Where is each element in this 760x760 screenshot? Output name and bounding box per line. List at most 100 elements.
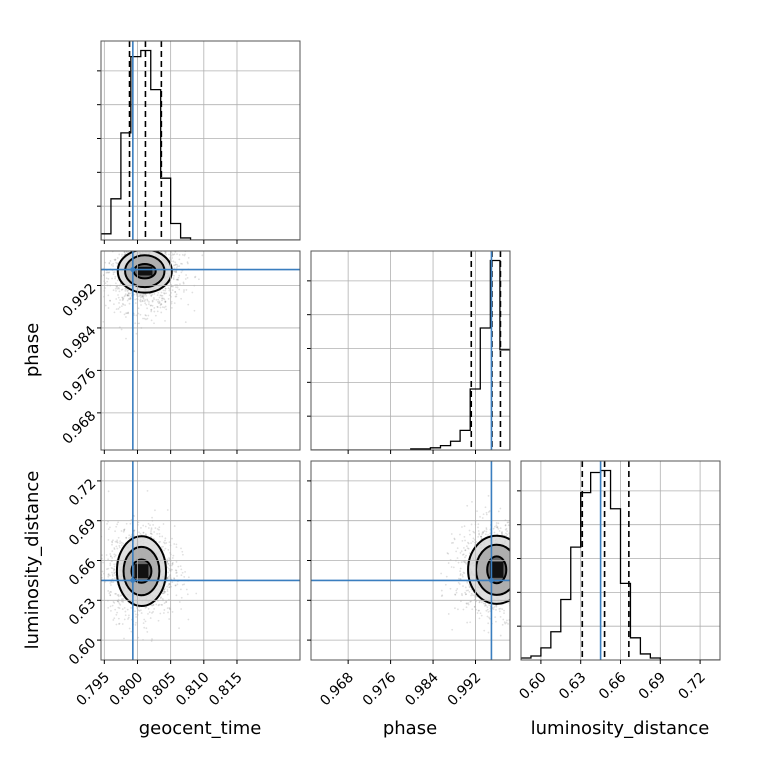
sample-point [109,562,112,565]
sample-point [517,572,519,574]
sample-point [157,248,159,250]
sample-point [537,582,539,584]
sample-point [498,608,501,610]
sample-point [505,621,508,624]
sample-point [501,531,503,533]
sample-point [107,590,110,592]
sample-point [117,307,120,310]
sample-point [528,556,530,558]
tick-label-luminosity-distance: 0.69 [636,670,669,703]
sample-point [517,550,519,552]
sample-point [523,552,525,554]
sample-point [113,548,116,551]
sample-point [108,592,111,595]
sample-point [543,561,545,563]
sample-point [524,553,526,555]
sample-point [138,295,141,297]
sample-point [175,286,177,289]
sample-point [184,253,186,256]
sample-point [518,519,520,521]
sample-point [516,516,518,518]
sample-point [517,595,519,597]
sample-point [119,542,121,545]
sample-point [175,293,178,296]
sample-point [512,557,514,559]
sample-point [531,597,533,599]
sample-point [115,540,118,543]
sample-point [173,244,175,246]
sample-point [468,529,471,532]
sample-point [164,252,167,255]
sample-point [459,533,461,536]
sample-point [112,271,115,274]
sample-point [96,597,98,599]
sample-point [149,219,151,221]
sample-point [171,611,174,613]
sample-point [484,506,487,509]
sample-point [94,600,96,602]
sample-point [113,601,116,604]
sample-point [516,563,518,565]
sample-point [515,572,517,574]
sample-point [524,554,526,556]
sample-point [108,262,111,265]
sample-point [118,306,121,309]
sample-point [163,592,166,595]
sample-point [121,253,123,256]
sample-point [461,574,464,576]
sample-point [115,226,117,228]
sample-point [511,541,513,543]
sample-point [109,555,112,557]
sample-point [120,600,123,603]
sample-point [518,597,520,599]
sample-point [518,571,520,573]
panel-geocent-time-vs-phase-truth-point [130,267,136,273]
sample-point [116,262,119,265]
sample-point [175,295,178,298]
sample-point [484,533,487,536]
sample-point [115,308,118,311]
sample-point [91,266,93,268]
sample-point [519,562,521,564]
sample-point [464,593,467,596]
sample-point [528,554,530,556]
sample-point [173,253,176,256]
sample-point [165,219,167,221]
sample-point [176,583,179,586]
sample-point [166,560,168,563]
sample-point [523,575,525,577]
sample-point [175,560,178,563]
sample-point [160,546,163,548]
sample-point [477,526,479,529]
sample-point [171,561,174,564]
sample-point [107,490,110,493]
sample-point [129,248,131,250]
sample-point [111,277,113,280]
sample-point [499,607,502,610]
sample-point [164,287,167,290]
sample-point [478,609,480,612]
sample-point [533,599,535,601]
sample-point [526,603,528,605]
sample-point [528,580,530,582]
panel-geocent-time-vs-luminosity-distance-contour [115,535,168,608]
sample-point [186,262,189,265]
sample-point [150,243,152,245]
sample-point [522,555,524,557]
sample-point [483,605,486,607]
sample-point [149,224,151,226]
sample-point [472,530,475,533]
sample-point [516,525,518,527]
sample-point [151,304,154,307]
sample-point [165,241,167,243]
sample-point [123,606,126,609]
panel-phase-frame [310,250,511,451]
sample-point [175,263,177,266]
sample-point [174,569,177,572]
sample-point [513,566,515,568]
sample-point [134,322,137,325]
sample-point [464,549,467,552]
sample-point [134,243,136,245]
sample-point [146,242,148,244]
sample-point [107,243,109,245]
